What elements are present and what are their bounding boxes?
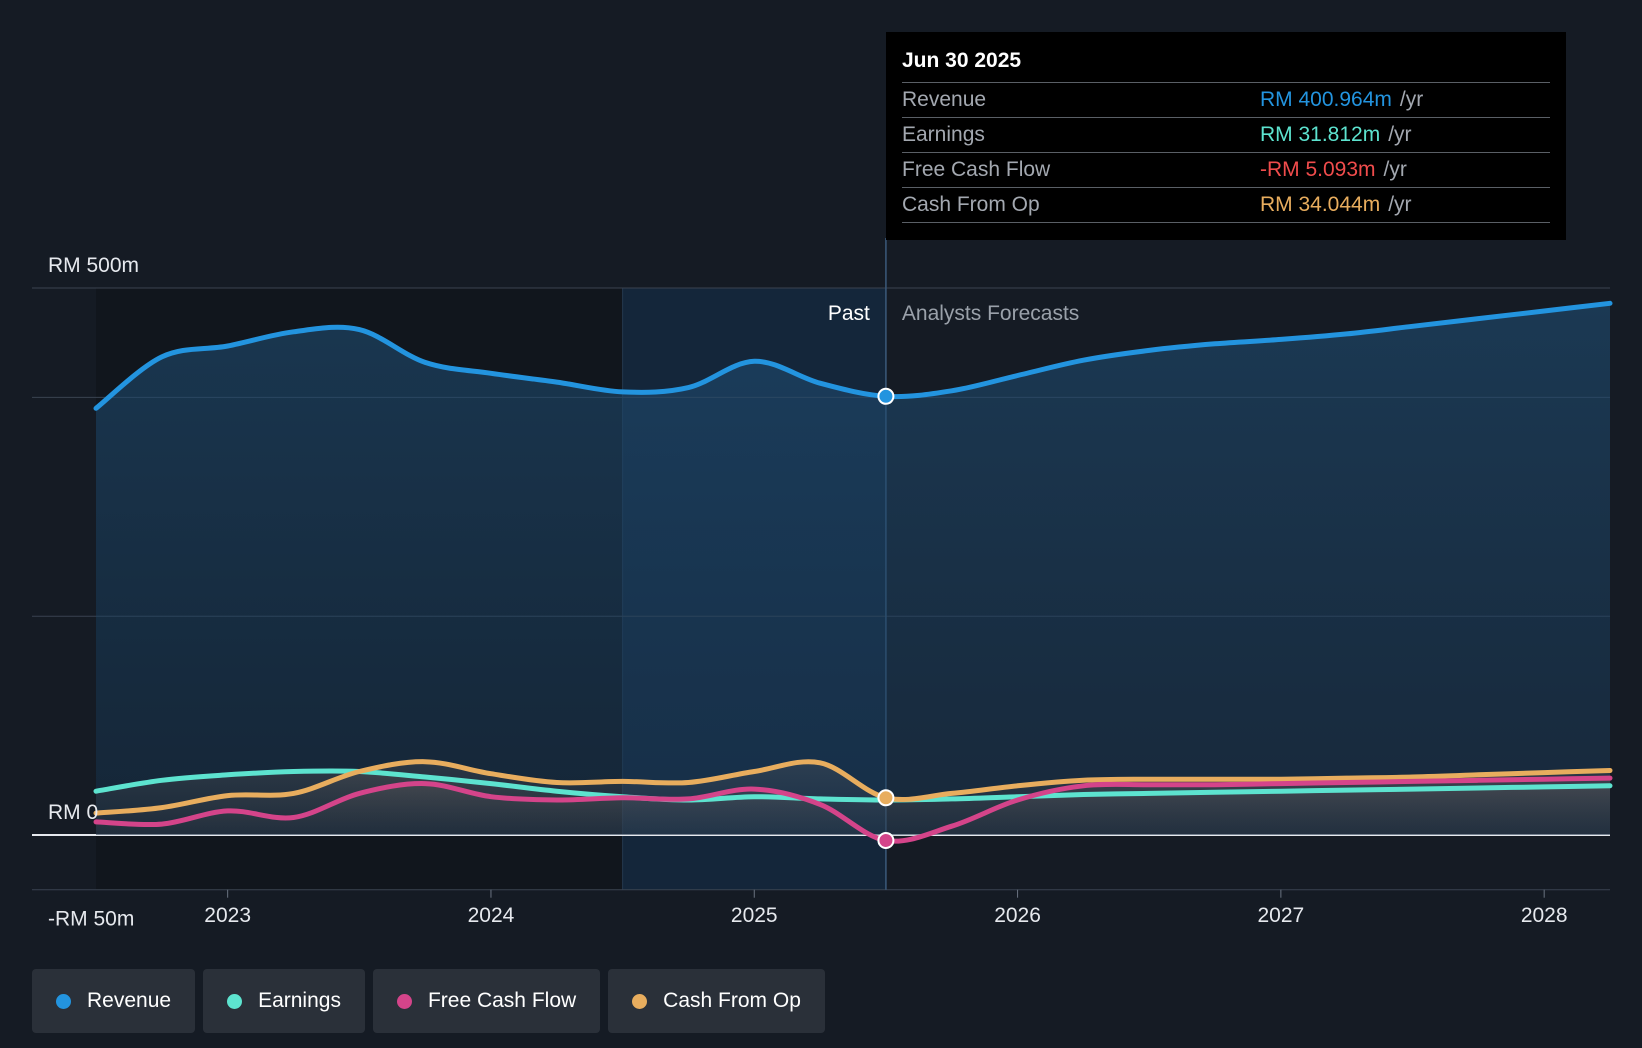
series-line-cash-from-op (93, 759, 1613, 816)
series-line-revenue (93, 300, 1613, 411)
forecast-label: Analysts Forecasts (902, 302, 1079, 325)
chart: RM 500m RM 0 -RM 50m 2023 2024 2025 2026 2027 20… (32, 238, 1613, 931)
tooltip-label: Cash From Op (902, 193, 1040, 216)
y-tick-label: -RM 50m (48, 908, 134, 931)
legend-item-revenue[interactable]: Revenue (32, 969, 196, 1033)
tooltip-unit: /yr (1388, 123, 1412, 146)
legend-label: Free Cash Flow (427, 989, 577, 1012)
x-tick-label: 2026 (994, 904, 1041, 927)
legend-item-cash-from-op[interactable]: Cash From Op (608, 969, 825, 1033)
x-tick-label: 2028 (1521, 904, 1568, 927)
tooltip-unit: /yr (1383, 158, 1407, 181)
series-area-revenue (96, 303, 1610, 835)
x-tick-label: 2025 (731, 904, 778, 927)
tooltip-row-cash-from-op: Cash From Op RM 34.044m /yr (902, 187, 1550, 223)
data-point-marker (877, 831, 895, 849)
x-tick-label: 2027 (1258, 904, 1305, 927)
tooltip-label: Revenue (902, 88, 987, 111)
legend-label: Cash From Op (663, 989, 801, 1012)
legend-item-free-cash-flow[interactable]: Free Cash Flow (372, 969, 601, 1033)
tooltip-value: RM 34.044m (1260, 193, 1381, 216)
data-point-marker (877, 387, 895, 405)
legend-label: Revenue (87, 989, 172, 1012)
legend-dot-icon (56, 993, 71, 1009)
y-tick-label: RM 0 (48, 801, 98, 824)
tooltip-row-free-cash-flow: Free Cash Flow -RM 5.093m /yr (902, 152, 1550, 187)
x-tick-label: 2023 (204, 904, 251, 927)
series-line-free-cash-flow (93, 775, 1613, 844)
tooltip-value: -RM 5.093m (1260, 158, 1376, 181)
tooltip: Jun 30 2025 Revenue RM 400.964m /yr Earn… (886, 32, 1566, 240)
legend-dot-icon (632, 993, 648, 1009)
tooltip-value: RM 400.964m (1260, 88, 1392, 111)
tooltip-row-revenue: Revenue RM 400.964m /yr (902, 82, 1550, 117)
x-tick-label: 2024 (468, 904, 515, 927)
tooltip-unit: /yr (1399, 88, 1424, 111)
legend-label: Earnings (258, 989, 341, 1012)
tooltip-label: Earnings (902, 123, 985, 146)
tooltip-date: Jun 30 2025 (902, 49, 1022, 72)
tooltip-unit: /yr (1388, 193, 1412, 216)
legend-dot-icon (396, 993, 412, 1009)
legend-dot-icon (227, 993, 243, 1009)
y-tick-label: RM 500m (48, 254, 139, 277)
legend-item-earnings[interactable]: Earnings (203, 969, 365, 1033)
tooltip-label: Free Cash Flow (902, 158, 1051, 181)
tooltip-value: RM 31.812m (1260, 123, 1381, 146)
data-point-marker (877, 789, 895, 807)
legend: Revenue Earnings Free Cash Flow Cash Fro… (32, 969, 825, 1033)
past-label: Past (828, 302, 870, 325)
tooltip-row-earnings: Earnings RM 31.812m /yr (902, 117, 1550, 152)
